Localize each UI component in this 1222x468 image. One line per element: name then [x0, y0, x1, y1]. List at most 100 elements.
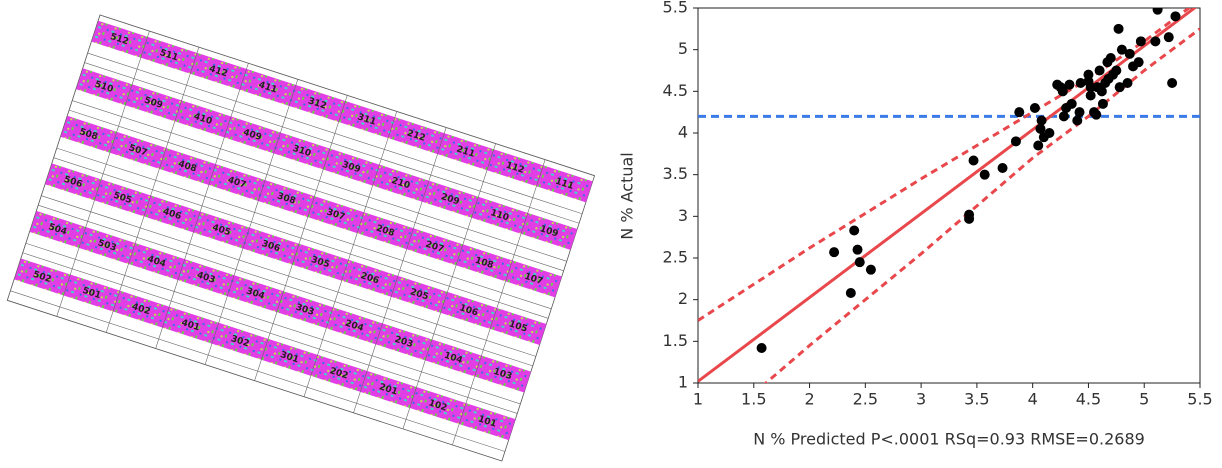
confidence-band: [763, 27, 1200, 383]
cell-line: [105, 284, 122, 333]
point: [1036, 115, 1047, 126]
cell-line: [529, 159, 546, 208]
point: [1122, 78, 1133, 88]
cell-line: [498, 254, 515, 303]
point: [997, 163, 1008, 173]
point: [1150, 36, 1161, 47]
cell-line: [232, 63, 249, 111]
cell-line: [402, 381, 419, 429]
y-tick-label: 5: [678, 39, 688, 58]
y-tick-label: 5.5: [663, 0, 688, 17]
cell-line: [37, 157, 54, 206]
point: [1066, 98, 1077, 109]
cell-line: [467, 349, 484, 398]
cell-line: [483, 302, 500, 350]
y-tick-label: 3: [678, 206, 688, 225]
point: [1064, 79, 1075, 90]
point: [968, 155, 979, 166]
point: [849, 225, 860, 236]
cell-line: [167, 94, 184, 143]
cell-line: [433, 286, 450, 334]
point: [1094, 65, 1105, 76]
cell-line: [186, 205, 203, 254]
cell-line: [334, 253, 351, 302]
cell-line: [121, 237, 138, 285]
point: [829, 247, 840, 258]
confidence-band: [698, 8, 1192, 322]
fit-line: [698, 8, 1197, 383]
cell-line: [266, 126, 283, 175]
x-tick-label: 3: [916, 390, 926, 409]
cell-line: [418, 333, 435, 382]
x-tick-label: 3.5: [964, 390, 989, 409]
cell-line: [269, 285, 286, 334]
plot-frame: [697, 7, 1201, 384]
point: [1163, 32, 1174, 43]
point: [1114, 82, 1125, 93]
point: [1075, 78, 1086, 88]
cell-line: [71, 221, 88, 269]
cell-line: [316, 142, 333, 191]
cell-line: [56, 268, 73, 317]
cell-line: [285, 237, 302, 286]
point: [1029, 103, 1040, 113]
point: [1085, 90, 1096, 101]
cell-line: [152, 142, 169, 190]
cell-line: [350, 206, 367, 255]
scatter-chart: N % Actual N % Predicted P<.0001 RSq=0.9…: [618, 0, 1213, 449]
cell-line: [251, 174, 268, 223]
y-tick-label: 4.5: [663, 81, 688, 100]
cell-line: [365, 158, 382, 207]
point: [1113, 23, 1124, 34]
point: [1058, 111, 1069, 122]
point: [1133, 57, 1144, 68]
cell-line: [170, 253, 187, 302]
point: [1152, 8, 1163, 15]
point: [1014, 107, 1025, 118]
point: [1044, 128, 1055, 138]
point: [845, 288, 856, 298]
x-tick-label: 2: [804, 390, 814, 409]
cell-line: [303, 349, 320, 397]
point: [865, 264, 876, 275]
point: [1085, 82, 1096, 93]
point: [1111, 65, 1122, 76]
y-axis-title: N % Actual: [618, 152, 637, 239]
y-tick-label: 4: [678, 123, 688, 142]
cell-line: [414, 174, 432, 223]
cell-line: [155, 300, 172, 349]
cell-line: [220, 269, 237, 318]
point: [1167, 78, 1178, 88]
cell-line: [331, 95, 348, 143]
point: [979, 169, 990, 180]
x-tick-label: 5.5: [1187, 390, 1212, 409]
x-axis-title: N % Predicted P<.0001 RSq=0.93 RMSE=0.26…: [753, 430, 1145, 449]
point: [1091, 109, 1102, 120]
point: [852, 244, 863, 255]
cell-line: [102, 126, 119, 174]
cell-line: [201, 158, 218, 206]
point: [1035, 123, 1046, 134]
cell-line: [217, 110, 234, 159]
point: [1096, 86, 1107, 97]
point: [1074, 107, 1085, 118]
cell-line: [353, 365, 370, 413]
cell-line: [7, 252, 24, 301]
cell-line: [118, 78, 135, 127]
cell-line: [479, 143, 496, 192]
cell-line: [464, 191, 481, 239]
y-tick-label: 1: [678, 373, 688, 392]
cell-line: [282, 79, 299, 127]
point: [756, 343, 767, 353]
cell-line: [183, 47, 200, 95]
cell-line: [68, 62, 85, 111]
cell-line: [399, 222, 416, 271]
cell-line: [452, 397, 469, 446]
cell-line: [133, 30, 150, 79]
point: [964, 209, 975, 220]
cell-line: [430, 127, 447, 176]
x-tick-label: 5: [1139, 390, 1149, 409]
x-tick-label: 1.5: [741, 390, 766, 409]
cell-line: [449, 238, 466, 287]
cell-line: [53, 110, 70, 158]
